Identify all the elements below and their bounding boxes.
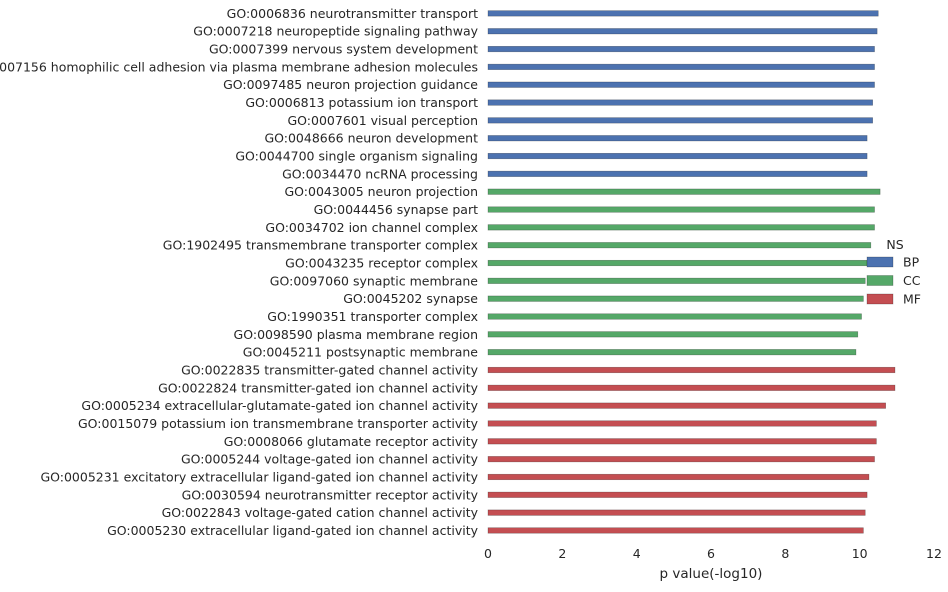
- bar-mf: [487, 456, 875, 463]
- x-tick-label: 2: [558, 546, 566, 561]
- legend-swatch-bp: [866, 256, 894, 268]
- bar-cc: [487, 349, 857, 356]
- bar-mf: [487, 491, 868, 498]
- bar-mf: [487, 420, 877, 427]
- x-tick-label: 10: [852, 546, 868, 561]
- category-label: GO:0044700 single organism signaling: [235, 149, 478, 164]
- legend-label-bp: BP: [903, 255, 920, 270]
- legend-swatch-mf: [866, 293, 894, 305]
- category-label: GO:0097060 synaptic membrane: [270, 273, 479, 288]
- bar-cc: [487, 313, 862, 320]
- category-label: GO:0034702 ion channel complex: [265, 220, 478, 235]
- category-label: GO:0008066 glutamate receptor activity: [224, 434, 479, 449]
- category-label: GO:0045202 synapse: [343, 291, 478, 306]
- bar-cc: [487, 295, 864, 302]
- category-label: GO:0006813 potassium ion transport: [245, 95, 478, 110]
- category-label: GO:0005231 excitatory extracellular liga…: [40, 469, 478, 484]
- category-label: GO:0098590 plasma membrane region: [234, 327, 478, 342]
- category-label: GO:0034470 ncRNA processing: [282, 166, 478, 181]
- bar-mf: [487, 509, 866, 516]
- category-label: GO:0015079 potassium ion transmembrane t…: [78, 416, 479, 431]
- category-label: GO:0022835 transmitter-gated channel act…: [181, 363, 478, 378]
- category-label: GO:0048666 neuron development: [264, 131, 478, 146]
- category-label: GO:0022843 voltage-gated cation channel …: [162, 505, 479, 520]
- category-label: GO:0045211 postsynaptic membrane: [243, 345, 479, 360]
- bar-bp: [487, 63, 875, 70]
- category-label: GO:0007399 nervous system development: [209, 42, 478, 57]
- bar-cc: [487, 331, 859, 338]
- category-label: GO:0005230 extracellular ligand-gated io…: [107, 523, 479, 538]
- legend-label-cc: CC: [903, 273, 921, 288]
- category-label: GO:0022824 transmitter-gated ion channel…: [158, 380, 479, 395]
- category-label: GO:1902495 transmembrane transporter com…: [163, 238, 478, 253]
- legend-title: NS: [886, 237, 903, 252]
- category-labels: GO:0006836 neurotransmitter transport GO:…: [0, 6, 479, 538]
- bar-mf: [487, 473, 870, 481]
- bar-mf: [487, 438, 877, 445]
- bar-bp: [487, 28, 878, 35]
- bar-bp: [487, 152, 868, 160]
- legend-swatch-cc: [866, 275, 894, 286]
- category-label: GO:0005244 voltage-gated ion channel act…: [181, 452, 479, 467]
- category-label: GO:0097485 neuron projection guidance: [223, 77, 478, 92]
- x-tick-label: 8: [781, 546, 789, 561]
- category-label: GO:0007156 homophilic cell adhesion via …: [0, 59, 478, 74]
- bar-bp: [487, 10, 879, 17]
- bar-bp: [487, 170, 868, 177]
- x-tick-label: 6: [707, 546, 715, 561]
- bar-cc: [487, 242, 872, 249]
- category-label: GO:0005234 extracellular-glutamate-gated…: [81, 398, 478, 413]
- bar-cc: [487, 206, 875, 213]
- legend-label-mf: MF: [903, 292, 921, 307]
- bar-mf: [487, 366, 896, 374]
- bar-bp: [487, 81, 875, 88]
- x-tick-label: 4: [633, 546, 641, 561]
- legend: NS BP CC MF: [866, 237, 921, 307]
- x-tick-label: 0: [484, 546, 492, 561]
- bar-bp: [487, 135, 868, 142]
- category-label: GO:0006836 neurotransmitter transport: [227, 6, 478, 21]
- bar-bp: [487, 117, 873, 124]
- category-label: GO:0007218 neuropeptide signaling pathwa…: [193, 24, 478, 39]
- category-label: GO:0043005 neuron projection: [284, 184, 478, 199]
- bar-cc: [487, 224, 875, 231]
- bars-layer: [487, 10, 896, 534]
- bar-cc: [487, 259, 868, 267]
- x-tick-label: 12: [926, 546, 942, 561]
- x-axis-ticks: 0 2 4 6 8 10 12: [484, 546, 942, 561]
- category-label: GO:0043235 receptor complex: [285, 256, 478, 271]
- bar-bp: [487, 46, 875, 53]
- category-label: GO:0030594 neurotransmitter receptor act…: [182, 487, 479, 502]
- category-label: GO:0044456 synapse part: [314, 202, 478, 217]
- x-axis-title: p value(-log10): [660, 566, 763, 582]
- bar-bp: [487, 99, 873, 106]
- bar-mf: [487, 402, 886, 409]
- category-label: GO:0007601 visual perception: [287, 113, 478, 128]
- bar-mf: [487, 384, 896, 391]
- category-label: GO:1990351 transporter complex: [267, 309, 478, 324]
- bar-mf: [487, 527, 864, 534]
- bar-cc: [487, 277, 866, 284]
- bar-cc: [487, 188, 881, 195]
